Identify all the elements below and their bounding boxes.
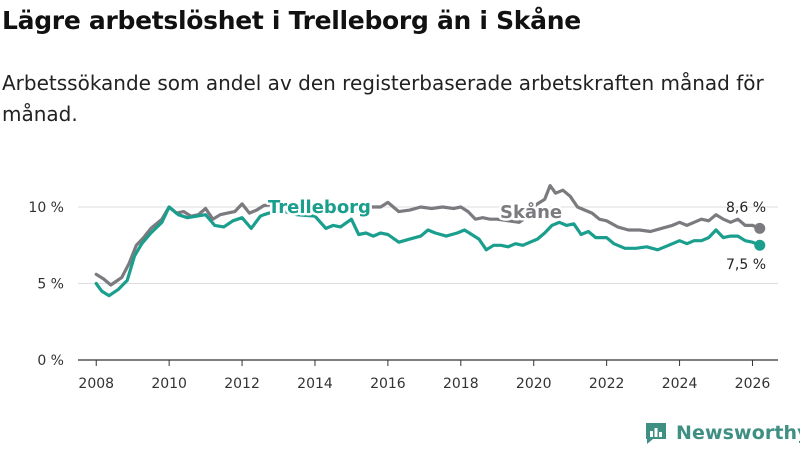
series-line-skane bbox=[94, 184, 762, 287]
chart-title: Lägre arbetslöshet i Trelleborg än i Skå… bbox=[2, 6, 581, 35]
series-label-skane: Skåne bbox=[500, 201, 562, 223]
series-label-trelleborg: Trelleborg bbox=[268, 197, 371, 218]
y-tick-label: 0 % bbox=[37, 353, 64, 369]
end-value-skane: 8,6 % bbox=[726, 200, 766, 216]
newsworthy-logo-icon bbox=[646, 423, 666, 444]
x-tick-label: 2024 bbox=[662, 376, 698, 392]
series-line-trelleborg bbox=[94, 205, 762, 298]
x-tick-label: 2014 bbox=[297, 376, 333, 392]
end-marker-skane bbox=[754, 222, 766, 234]
x-tick-label: 2026 bbox=[735, 376, 771, 392]
x-tick-label: 2010 bbox=[151, 376, 187, 392]
x-tick-label: 2012 bbox=[224, 376, 260, 392]
x-tick-label: 2008 bbox=[78, 376, 114, 392]
x-tick-label: 2020 bbox=[516, 376, 552, 392]
end-value-trelleborg: 7,5 % bbox=[726, 257, 766, 273]
x-tick-label: 2016 bbox=[370, 376, 406, 392]
line-chart: 0 % 5 % 10 % 2008 2010 2012 2014 2016 2018 2020 2… bbox=[28, 184, 778, 392]
x-tick-label: 2018 bbox=[443, 376, 479, 392]
end-marker-trelleborg bbox=[754, 239, 766, 251]
chart-subtitle: Arbetssökande som andel av den registerb… bbox=[2, 71, 764, 126]
y-tick-label: 10 % bbox=[28, 200, 64, 216]
brand-name: Newsworthy bbox=[676, 422, 800, 444]
x-tick-label: 2022 bbox=[589, 376, 625, 392]
brand-logo: Newsworthy bbox=[644, 421, 800, 445]
y-tick-label: 5 % bbox=[37, 277, 64, 293]
